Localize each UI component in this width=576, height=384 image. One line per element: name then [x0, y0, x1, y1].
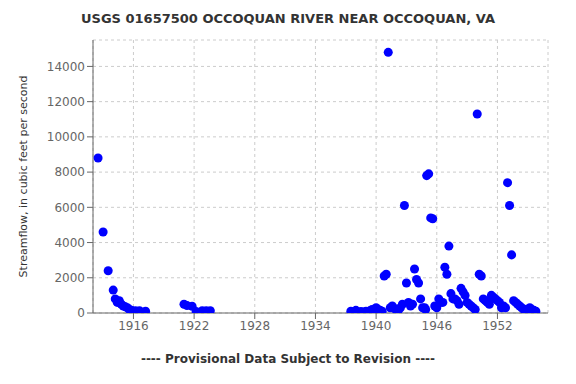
- svg-text:8000: 8000: [54, 165, 85, 179]
- html-text:USGS 01657500 OCCOQUAN RIVER N: USGS 01657500 OCCOQUAN RIVER NEAR OCCOQU…: [81, 11, 495, 26]
- svg-text:Streamflow, in cubic feet per: Streamflow, in cubic feet per second: [17, 76, 30, 278]
- svg-text:6000: 6000: [54, 201, 85, 215]
- svg-text:1946: 1946: [422, 319, 453, 333]
- svg-text:1916: 1916: [118, 319, 149, 333]
- svg-text:1928: 1928: [240, 319, 271, 333]
- svg-text:12000: 12000: [47, 95, 85, 109]
- svg-text:4000: 4000: [54, 236, 85, 250]
- svg-text:10000: 10000: [47, 130, 85, 144]
- svg-text:1922: 1922: [179, 319, 210, 333]
- svg-text:1952: 1952: [482, 319, 513, 333]
- svg-text:1940: 1940: [361, 319, 392, 333]
- html-text:---- Provisional Data Subject: ---- Provisional Data Subject to Revisio…: [140, 352, 436, 366]
- svg-text:14000: 14000: [47, 60, 85, 74]
- svg-text:2000: 2000: [54, 271, 85, 285]
- svg-text:0: 0: [77, 306, 85, 320]
- svg-text:1934: 1934: [300, 319, 331, 333]
